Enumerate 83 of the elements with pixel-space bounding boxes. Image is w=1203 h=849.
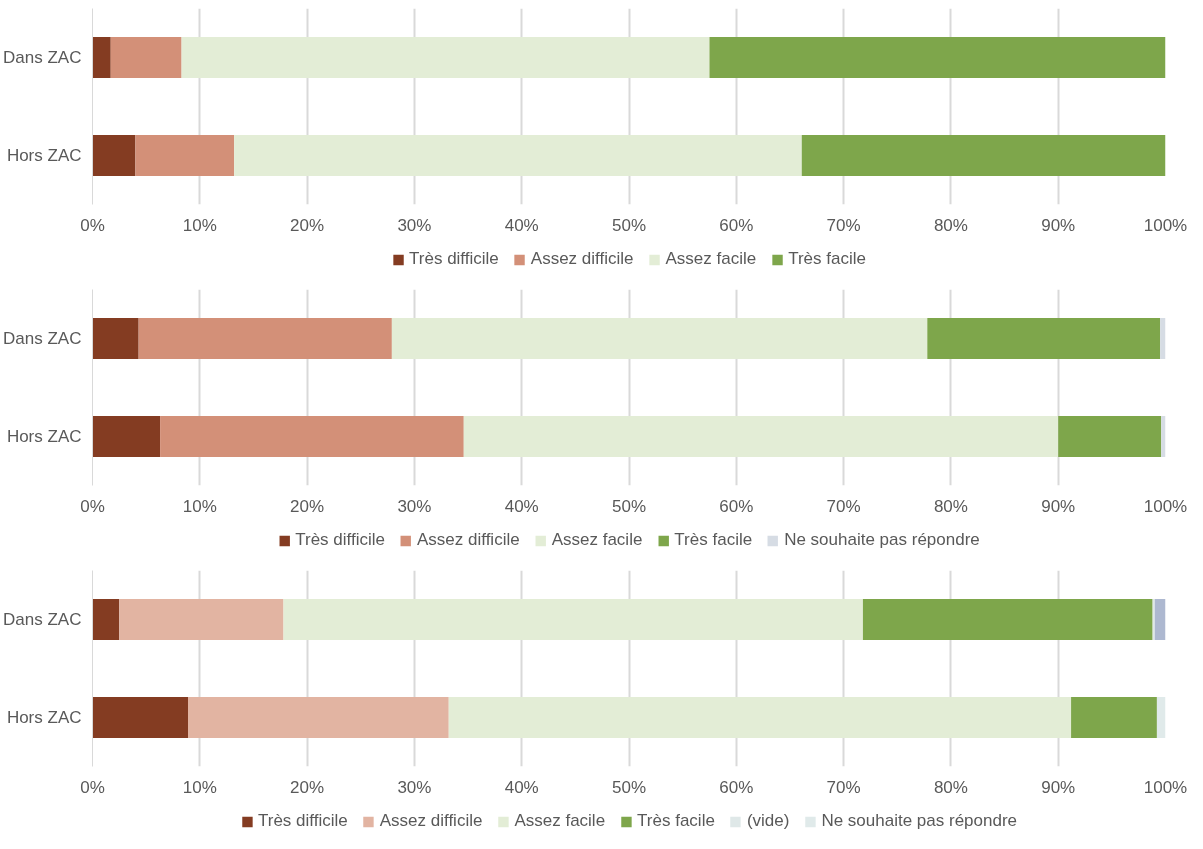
x-tick-label: 80% bbox=[933, 777, 968, 797]
x-tick-label: 60% bbox=[719, 215, 754, 235]
bar bbox=[92, 134, 136, 177]
y-tick-label: Hors ZAC bbox=[6, 146, 82, 165]
bar bbox=[448, 696, 1072, 739]
x-tick-label: 90% bbox=[1041, 215, 1076, 235]
x-tick-label: 100% bbox=[1143, 777, 1188, 797]
bar bbox=[1160, 317, 1166, 360]
legend-label: Assez difficile bbox=[530, 249, 634, 269]
x-tick-label: 10% bbox=[182, 215, 217, 235]
x-tick-label: 80% bbox=[933, 215, 968, 235]
bar bbox=[92, 317, 139, 360]
bar bbox=[1156, 696, 1166, 739]
x-tick-label: 60% bbox=[719, 496, 754, 516]
bar bbox=[1058, 415, 1162, 458]
x-tick-label: 10% bbox=[182, 777, 217, 797]
bar bbox=[1152, 598, 1155, 641]
x-tick-label: 90% bbox=[1041, 496, 1076, 516]
bar bbox=[862, 598, 1153, 641]
bar bbox=[92, 36, 111, 79]
bar bbox=[119, 598, 284, 641]
x-tick-label: 90% bbox=[1041, 777, 1076, 797]
bar bbox=[927, 317, 1161, 360]
bar bbox=[801, 134, 1166, 177]
bar bbox=[709, 36, 1166, 79]
x-tick-label: 60% bbox=[719, 777, 754, 797]
y-tick-label: Hors ZAC bbox=[6, 708, 82, 727]
bar bbox=[160, 415, 464, 458]
bar bbox=[92, 598, 120, 641]
legend-label: Très difficile bbox=[257, 811, 348, 831]
bar bbox=[92, 696, 188, 739]
x-tick-label: 20% bbox=[290, 777, 325, 797]
bar bbox=[135, 134, 235, 177]
bar bbox=[234, 134, 802, 177]
bar bbox=[110, 36, 182, 79]
y-tick-label: Hors ZAC bbox=[6, 427, 82, 446]
x-tick-label: 30% bbox=[397, 496, 432, 516]
bar bbox=[138, 317, 392, 360]
legend-label: Assez difficile bbox=[379, 811, 483, 831]
bar bbox=[391, 317, 928, 360]
bar bbox=[1071, 696, 1157, 739]
x-tick-label: 30% bbox=[397, 215, 432, 235]
bar bbox=[463, 415, 1059, 458]
bar bbox=[181, 36, 710, 79]
y-tick-label: Dans ZAC bbox=[3, 610, 82, 629]
x-tick-label: 50% bbox=[611, 215, 647, 235]
legend-label: Assez difficile bbox=[416, 530, 520, 550]
x-tick-label: 80% bbox=[933, 496, 968, 516]
x-tick-label: 40% bbox=[504, 496, 539, 516]
x-tick-label: 50% bbox=[611, 496, 647, 516]
x-tick-label: 30% bbox=[397, 777, 432, 797]
x-tick-label: 50% bbox=[611, 777, 647, 797]
x-tick-label: 20% bbox=[290, 215, 325, 235]
legend-label: Assez facile bbox=[665, 249, 757, 269]
bar bbox=[1154, 598, 1166, 641]
legend-label: Très difficile bbox=[295, 530, 385, 550]
legend-label: Très difficile bbox=[409, 249, 499, 269]
bar bbox=[1161, 415, 1166, 458]
y-tick-label: Dans ZAC bbox=[3, 48, 82, 67]
x-tick-label: 40% bbox=[504, 215, 539, 235]
legend-label: Très facile bbox=[637, 811, 715, 831]
x-tick-label: 70% bbox=[826, 215, 861, 235]
x-tick-label: 0% bbox=[80, 215, 105, 235]
bar bbox=[283, 598, 863, 641]
x-tick-label: 40% bbox=[504, 777, 539, 797]
legend-label: Assez facile bbox=[551, 530, 643, 550]
x-tick-label: 100% bbox=[1143, 215, 1188, 235]
x-tick-label: 100% bbox=[1143, 496, 1188, 516]
legend-label: Très facile bbox=[788, 249, 866, 269]
legend-label: Ne souhaite pas répondre bbox=[821, 811, 1018, 831]
x-tick-label: 0% bbox=[80, 777, 105, 797]
x-tick-label: 70% bbox=[826, 777, 861, 797]
legend-label: Ne souhaite pas répondre bbox=[784, 530, 980, 550]
bar bbox=[92, 415, 161, 458]
y-tick-label: Dans ZAC bbox=[3, 329, 82, 348]
legend-label: (vide) bbox=[746, 811, 790, 831]
x-tick-label: 0% bbox=[80, 496, 105, 516]
x-tick-label: 70% bbox=[826, 496, 861, 516]
legend-label: Très facile bbox=[674, 530, 753, 550]
x-tick-label: 20% bbox=[290, 496, 325, 516]
x-tick-label: 10% bbox=[182, 496, 217, 516]
bar bbox=[188, 696, 449, 739]
legend-label: Assez facile bbox=[514, 811, 606, 831]
